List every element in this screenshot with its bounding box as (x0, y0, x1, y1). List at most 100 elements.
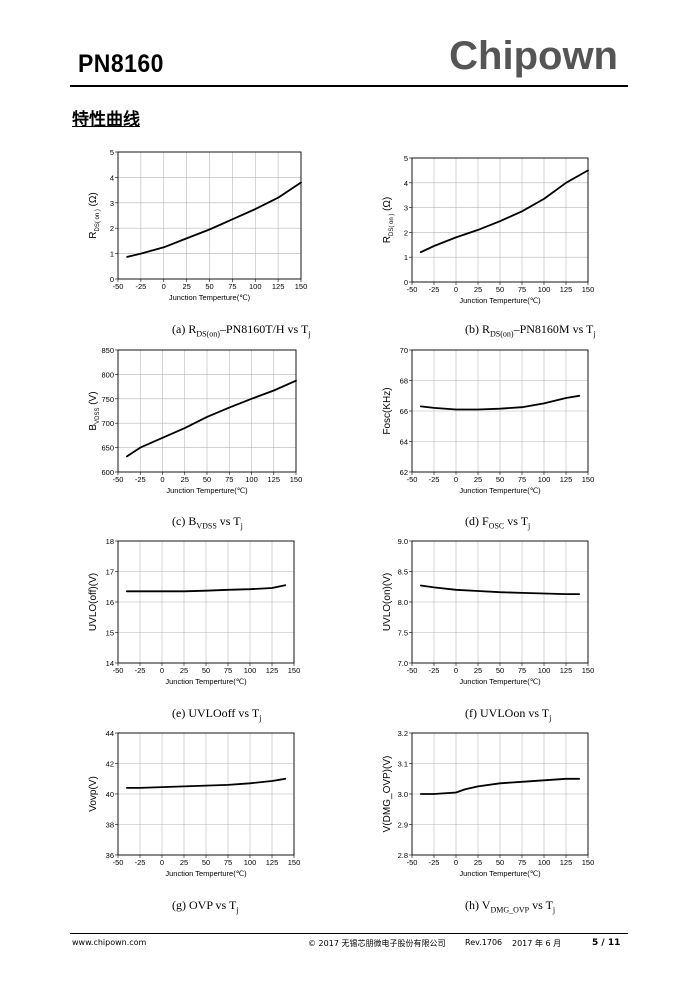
x-tick-label: -50 (407, 666, 418, 675)
plot-frame (411, 540, 589, 664)
x-tick-label: 0 (454, 475, 458, 484)
y-tick-label: 800 (101, 370, 114, 379)
x-tick-label: 125 (267, 475, 280, 484)
series-line (419, 584, 581, 595)
x-tick-label: 25 (474, 666, 482, 675)
caption-c: (c) BVDSS vs Tj (172, 514, 243, 531)
x-tick-label: 100 (244, 666, 257, 675)
y-tick-label: 17 (106, 568, 114, 577)
plot-frame (411, 157, 589, 283)
footer-copyright: © 2017 无锡芯朋微电子股份有限公司 (308, 939, 446, 948)
x-axis-label: Junction Temperture(℃) (166, 486, 248, 495)
y-tick-label: 3.0 (398, 790, 408, 799)
series-line (126, 181, 302, 258)
plot-frame (117, 732, 295, 856)
caption-f: (f) UVLOon vs Tj (465, 706, 552, 723)
y-tick-label: 700 (101, 419, 114, 428)
x-tick-label: 25 (180, 858, 188, 867)
x-tick-label: 75 (518, 666, 526, 675)
x-tick-label: 25 (474, 858, 482, 867)
y-tick-label: 66 (400, 407, 408, 416)
caption-a: (a) RDS(on)–PN8160T/H vs Tj (172, 322, 311, 339)
x-tick-label: 150 (295, 282, 308, 291)
x-tick-label: 125 (560, 858, 573, 867)
series-line (419, 169, 589, 254)
x-tick-label: 125 (560, 285, 573, 294)
x-tick-label: 0 (454, 858, 458, 867)
x-tick-label: 50 (205, 282, 213, 291)
x-tick-label: 100 (538, 475, 551, 484)
x-tick-label: 75 (518, 475, 526, 484)
x-tick-label: -25 (429, 475, 440, 484)
y-tick-label: 64 (400, 438, 408, 447)
y-tick-label: 2.8 (398, 851, 408, 860)
y-tick-label: 750 (101, 395, 114, 404)
x-tick-label: 150 (582, 285, 595, 294)
x-tick-label: 75 (225, 475, 233, 484)
x-tick-label: -25 (429, 858, 440, 867)
caption-h: (h) VDMG_OVP vs Tj (465, 898, 556, 915)
x-tick-label: 150 (288, 858, 301, 867)
y-tick-label: 42 (106, 760, 114, 769)
x-tick-label: 50 (203, 475, 211, 484)
x-axis-label: Junction Temperture(℃) (459, 869, 541, 878)
y-axis-label: Vovp(V) (88, 776, 99, 812)
x-axis-label: Junction Temperture(℃) (169, 293, 251, 302)
x-tick-label: -25 (429, 666, 440, 675)
x-tick-label: -25 (429, 285, 440, 294)
footer-page-number: 5 / 11 (592, 938, 621, 948)
x-tick-label: 25 (180, 666, 188, 675)
caption-e: (e) UVLOoff vs Tj (172, 706, 262, 723)
x-tick-label: 125 (560, 475, 573, 484)
x-axis-label: Junction Temperture(℃) (459, 296, 541, 305)
x-tick-label: 25 (474, 285, 482, 294)
y-tick-label: 600 (101, 468, 114, 477)
x-tick-label: -50 (113, 282, 124, 291)
plot-frame (117, 540, 295, 664)
x-tick-label: -25 (135, 282, 146, 291)
x-tick-label: -25 (135, 666, 146, 675)
y-tick-label: 7.0 (398, 659, 408, 668)
x-tick-label: 150 (582, 475, 595, 484)
x-tick-label: -50 (113, 666, 124, 675)
y-axis-label: BVDSS (V) (88, 391, 101, 430)
x-tick-label: 25 (182, 282, 190, 291)
x-tick-label: 25 (181, 475, 189, 484)
y-tick-label: 16 (106, 598, 114, 607)
y-axis-label: UVLO(on)(V) (382, 573, 393, 631)
x-tick-label: 75 (224, 858, 232, 867)
x-tick-label: 50 (496, 666, 504, 675)
x-tick-label: 100 (244, 858, 257, 867)
x-tick-label: 100 (245, 475, 258, 484)
y-tick-label: 650 (101, 444, 114, 453)
y-axis-label: Fosc(KHz) (382, 387, 393, 434)
y-tick-label: 68 (400, 377, 408, 386)
x-tick-label: -50 (407, 285, 418, 294)
x-tick-label: 125 (560, 666, 573, 675)
x-tick-label: -50 (113, 858, 124, 867)
series-line (125, 584, 287, 593)
y-axis-label: RDS( on ) (Ω) (382, 197, 395, 244)
y-tick-label: 62 (400, 468, 408, 477)
y-tick-label: 7.5 (398, 629, 408, 638)
x-tick-label: 0 (160, 666, 164, 675)
x-tick-label: 0 (160, 858, 164, 867)
x-tick-label: 125 (272, 282, 285, 291)
x-axis-label: Junction Temperture(℃) (165, 677, 247, 686)
x-axis-label: Junction Temperture(℃) (165, 869, 247, 878)
caption-d: (d) FOSC vs Tj (465, 514, 531, 531)
y-tick-label: 5 (404, 154, 408, 163)
x-tick-label: 75 (518, 285, 526, 294)
x-tick-label: -50 (407, 858, 418, 867)
y-tick-label: 15 (106, 629, 114, 638)
x-axis-label: Junction Temperture(℃) (459, 486, 541, 495)
footer-website: www.chipown.com (72, 938, 147, 947)
y-tick-label: 1 (404, 253, 408, 262)
y-tick-label: 9.0 (398, 537, 408, 546)
x-tick-label: 75 (224, 666, 232, 675)
y-tick-label: 2 (110, 224, 114, 233)
x-tick-label: 125 (266, 858, 279, 867)
